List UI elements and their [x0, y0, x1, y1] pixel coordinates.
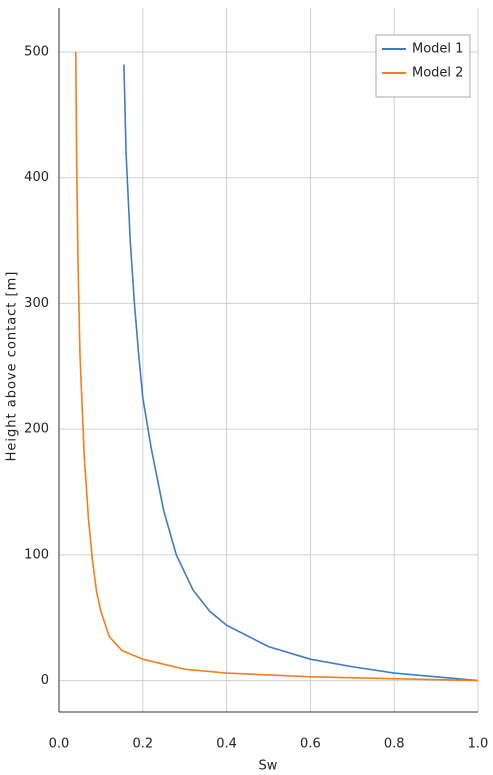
- y-tick-label: 400: [24, 170, 49, 185]
- legend-label: Model 2: [412, 66, 463, 81]
- x-tick-label: 0.8: [384, 737, 405, 752]
- series-line: [123, 64, 479, 682]
- y-tick-label: 100: [24, 547, 49, 562]
- legend-box: [375, 34, 471, 98]
- x-tick-label: 1.0: [468, 737, 489, 752]
- series-line: [74, 51, 479, 682]
- x-tick-label: 0.4: [216, 737, 237, 752]
- y-tick-label: 300: [24, 296, 49, 311]
- x-tick-label: 0.2: [132, 737, 153, 752]
- y-axis-label: Height above contact [m]: [5, 271, 20, 462]
- legend-label: Model 1: [412, 42, 463, 57]
- x-axis-label: Sw: [259, 759, 278, 774]
- y-tick-label: 500: [24, 45, 49, 60]
- x-tick-label: 0.0: [49, 737, 70, 752]
- x-tick-label: 0.6: [300, 737, 321, 752]
- y-tick-label: 0: [41, 673, 49, 688]
- y-tick-label: 200: [24, 422, 49, 437]
